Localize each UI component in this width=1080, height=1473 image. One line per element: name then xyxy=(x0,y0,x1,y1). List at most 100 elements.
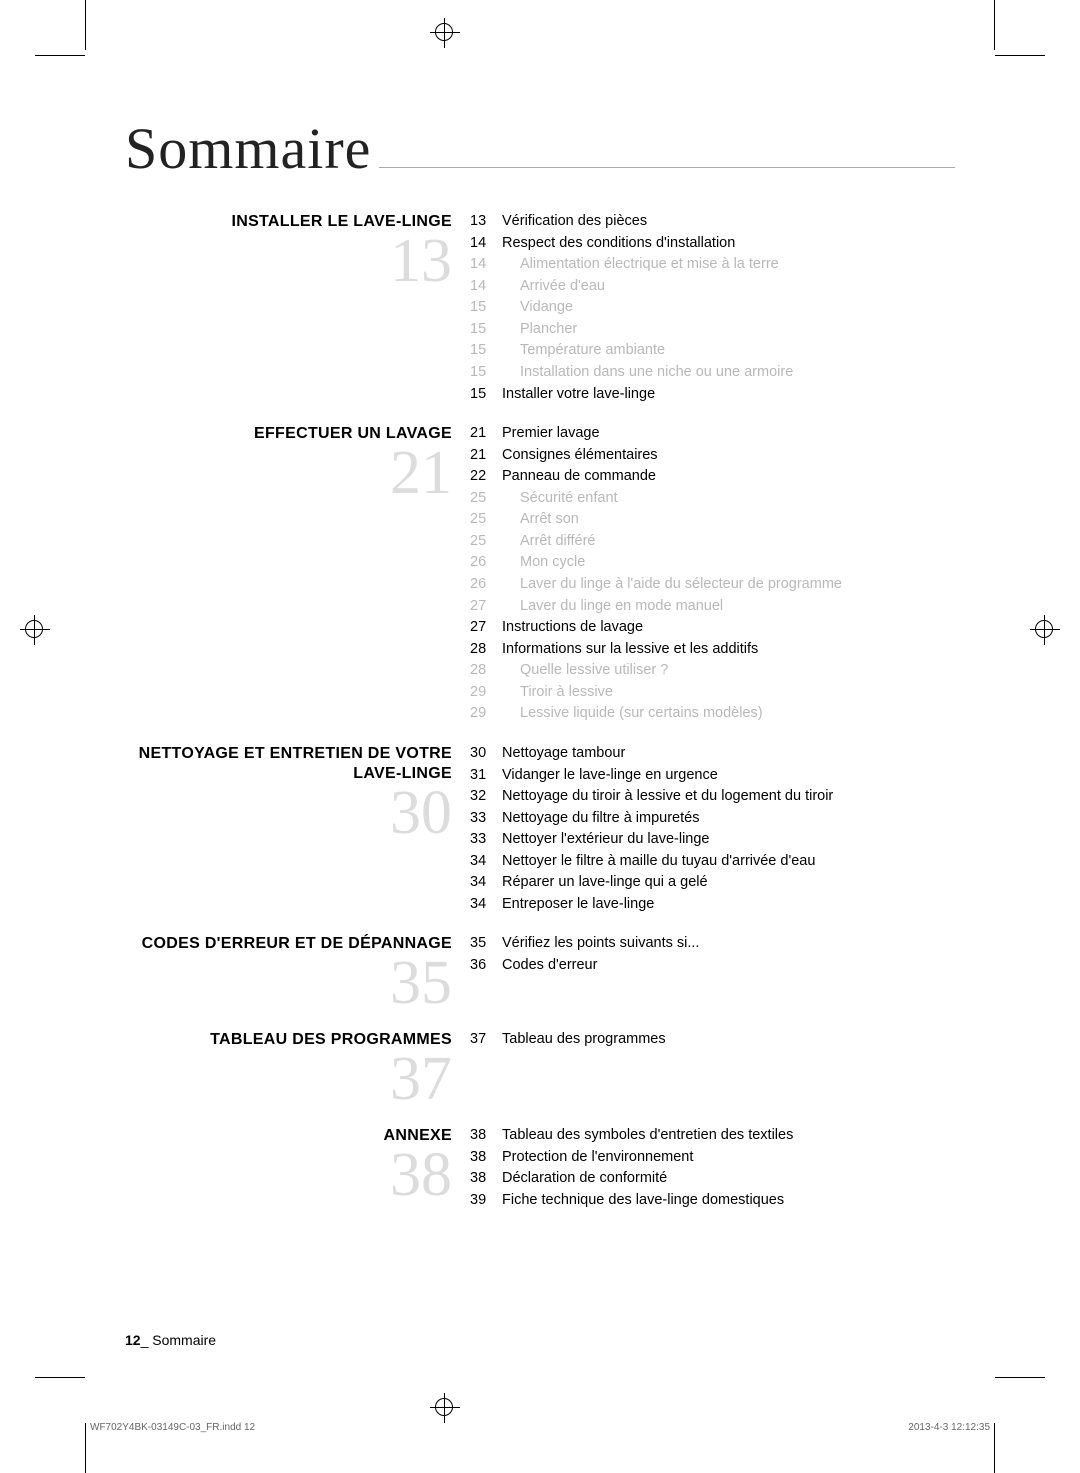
title-rule xyxy=(379,167,955,168)
toc-section: TABLEAU DES PROGRAMMES3737Tableau des pr… xyxy=(125,1030,955,1108)
toc-entry: 21Premier lavage xyxy=(470,424,955,444)
entry-text: Entreposer le lave-linge xyxy=(502,895,955,915)
toc-subentry: 15Plancher xyxy=(470,320,955,340)
page-footer: 12_ Sommaire xyxy=(125,1332,216,1348)
section-entries: 13Vérification des pièces14Respect des c… xyxy=(470,212,955,406)
toc-entry: 27Instructions de lavage xyxy=(470,618,955,638)
toc-entry: 21Consignes élémentaires xyxy=(470,446,955,466)
entry-page: 37 xyxy=(470,1030,502,1050)
registration-mark xyxy=(430,18,460,48)
entry-page: 14 xyxy=(470,234,502,254)
entry-page: 36 xyxy=(470,956,502,976)
toc-subentry: 15Température ambiante xyxy=(470,341,955,361)
section-left: EFFECTUER UN LAVAGE21 xyxy=(125,424,470,726)
section-left: ANNEXE38 xyxy=(125,1126,470,1212)
section-start-page: 30 xyxy=(125,786,452,842)
toc-subentry: 27Laver du linge en mode manuel xyxy=(470,597,955,617)
entry-text: Sécurité enfant xyxy=(502,489,955,509)
entry-text: Fiche technique des lave-linge domestiqu… xyxy=(502,1191,955,1211)
crop-mark xyxy=(85,0,86,50)
toc-entry: 34Entreposer le lave-linge xyxy=(470,895,955,915)
entry-page: 35 xyxy=(470,934,502,954)
entry-page: 15 xyxy=(470,385,502,405)
entry-page: 38 xyxy=(470,1126,502,1146)
entry-page: 25 xyxy=(470,489,502,509)
entry-page: 21 xyxy=(470,424,502,444)
crop-mark xyxy=(995,1377,1045,1378)
entry-text: Tableau des programmes xyxy=(502,1030,955,1050)
entry-page: 34 xyxy=(470,895,502,915)
toc-section: INSTALLER LE LAVE-LINGE1313Vérification … xyxy=(125,212,955,406)
crop-mark xyxy=(994,1423,995,1473)
registration-mark xyxy=(430,1393,460,1423)
entry-text: Informations sur la lessive et les addit… xyxy=(502,640,955,660)
registration-mark xyxy=(20,615,50,645)
entry-page: 34 xyxy=(470,852,502,872)
entry-text: Laver du linge en mode manuel xyxy=(502,597,955,617)
entry-page: 31 xyxy=(470,766,502,786)
entry-page: 28 xyxy=(470,640,502,660)
toc-entry: 38Déclaration de conformité xyxy=(470,1169,955,1189)
entry-page: 26 xyxy=(470,575,502,595)
crop-mark xyxy=(35,1377,85,1378)
entry-page: 15 xyxy=(470,341,502,361)
section-entries: 37Tableau des programmes xyxy=(470,1030,955,1108)
entry-text: Arrivée d'eau xyxy=(502,277,955,297)
section-start-page: 13 xyxy=(125,234,452,290)
section-left: NETTOYAGE ET ENTRETIEN DE VOTRE LAVE-LIN… xyxy=(125,744,470,917)
toc-section: NETTOYAGE ET ENTRETIEN DE VOTRE LAVE-LIN… xyxy=(125,744,955,917)
toc-section: EFFECTUER UN LAVAGE2121Premier lavage21C… xyxy=(125,424,955,726)
toc-entry: 35Vérifiez les points suivants si... xyxy=(470,934,955,954)
registration-mark xyxy=(1030,615,1060,645)
toc-subentry: 15Vidange xyxy=(470,298,955,318)
section-left: TABLEAU DES PROGRAMMES37 xyxy=(125,1030,470,1108)
entry-text: Déclaration de conformité xyxy=(502,1169,955,1189)
entry-text: Vidange xyxy=(502,298,955,318)
footer-separator: _ xyxy=(141,1332,153,1348)
toc-subentry: 15Installation dans une niche ou une arm… xyxy=(470,363,955,383)
entry-text: Nettoyage tambour xyxy=(502,744,955,764)
entry-text: Réparer un lave-linge qui a gelé xyxy=(502,873,955,893)
entry-page: 15 xyxy=(470,298,502,318)
entry-page: 38 xyxy=(470,1169,502,1189)
entry-text: Vidanger le lave-linge en urgence xyxy=(502,766,955,786)
entry-page: 30 xyxy=(470,744,502,764)
crop-mark xyxy=(994,0,995,50)
entry-page: 38 xyxy=(470,1148,502,1168)
footer-label: Sommaire xyxy=(152,1332,216,1348)
entry-text: Respect des conditions d'installation xyxy=(502,234,955,254)
entry-text: Mon cycle xyxy=(502,553,955,573)
toc-subentry: 14Arrivée d'eau xyxy=(470,277,955,297)
entry-page: 15 xyxy=(470,363,502,383)
imprint-timestamp: 2013-4-3 12:12:35 xyxy=(908,1422,990,1433)
toc-sections: INSTALLER LE LAVE-LINGE1313Vérification … xyxy=(125,212,955,1212)
imprint-filename: WF702Y4BK-03149C-03_FR.indd 12 xyxy=(90,1422,255,1433)
toc-entry: 30Nettoyage tambour xyxy=(470,744,955,764)
entry-text: Installer votre lave-linge xyxy=(502,385,955,405)
entry-text: Arrêt son xyxy=(502,510,955,530)
toc-entry: 37Tableau des programmes xyxy=(470,1030,955,1050)
entry-text: Nettoyage du tiroir à lessive et du loge… xyxy=(502,787,955,807)
entry-text: Consignes élémentaires xyxy=(502,446,955,466)
toc-entry: 13Vérification des pièces xyxy=(470,212,955,232)
section-left: CODES D'ERREUR ET DE DÉPANNAGE35 xyxy=(125,934,470,1012)
entry-text: Arrêt différé xyxy=(502,532,955,552)
entry-text: Tiroir à lessive xyxy=(502,683,955,703)
entry-page: 25 xyxy=(470,510,502,530)
toc-entry: 38Protection de l'environnement xyxy=(470,1148,955,1168)
entry-text: Instructions de lavage xyxy=(502,618,955,638)
toc-entry: 32Nettoyage du tiroir à lessive et du lo… xyxy=(470,787,955,807)
entry-page: 21 xyxy=(470,446,502,466)
toc-subentry: 25Sécurité enfant xyxy=(470,489,955,509)
entry-page: 26 xyxy=(470,553,502,573)
entry-text: Nettoyer le filtre à maille du tuyau d'a… xyxy=(502,852,955,872)
toc-entry: 34Réparer un lave-linge qui a gelé xyxy=(470,873,955,893)
section-heading: NETTOYAGE ET ENTRETIEN DE VOTRE LAVE-LIN… xyxy=(125,744,452,784)
entry-page: 29 xyxy=(470,704,502,724)
entry-text: Installation dans une niche ou une armoi… xyxy=(502,363,955,383)
entry-text: Alimentation électrique et mise à la ter… xyxy=(502,255,955,275)
toc-entry: 31Vidanger le lave-linge en urgence xyxy=(470,766,955,786)
entry-text: Premier lavage xyxy=(502,424,955,444)
toc-entry: 22Panneau de commande xyxy=(470,467,955,487)
section-start-page: 21 xyxy=(125,446,452,502)
